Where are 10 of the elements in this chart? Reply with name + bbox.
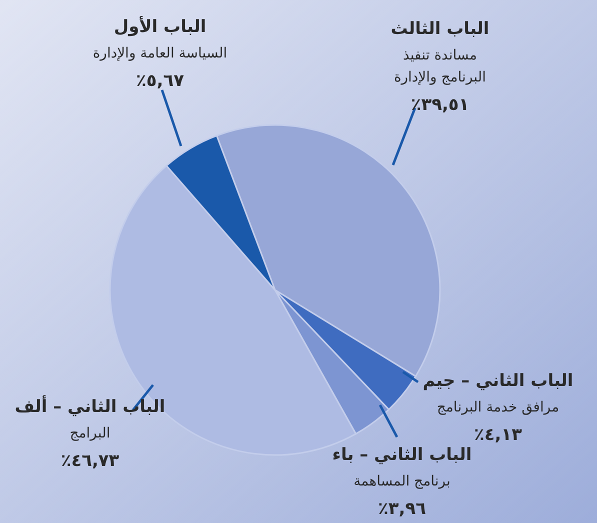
data-label: ٥,٦٧٪ bbox=[136, 71, 185, 91]
data-label: ٣٩,٥١٪ bbox=[410, 95, 470, 115]
slice-label: الباب الثاني – ألف البرامج bbox=[14, 395, 166, 442]
slice-label: الباب الثاني – جيم مرافق خدمة البرنامج bbox=[422, 371, 574, 416]
slice-label: الباب الثاني – باء برنامج المساهمة bbox=[332, 445, 472, 490]
slice-label: الباب الأول السياسة العامة والإدارة bbox=[92, 15, 228, 62]
data-label: ٤,١٣٪ bbox=[474, 425, 523, 445]
slice-label: الباب الثالث مساندة تنفيذ البرنامج والإدارة bbox=[390, 19, 490, 86]
data-label: ٤٦,٧٣٪ bbox=[60, 451, 120, 471]
data-label: ٣,٩٦٪ bbox=[378, 499, 426, 519]
